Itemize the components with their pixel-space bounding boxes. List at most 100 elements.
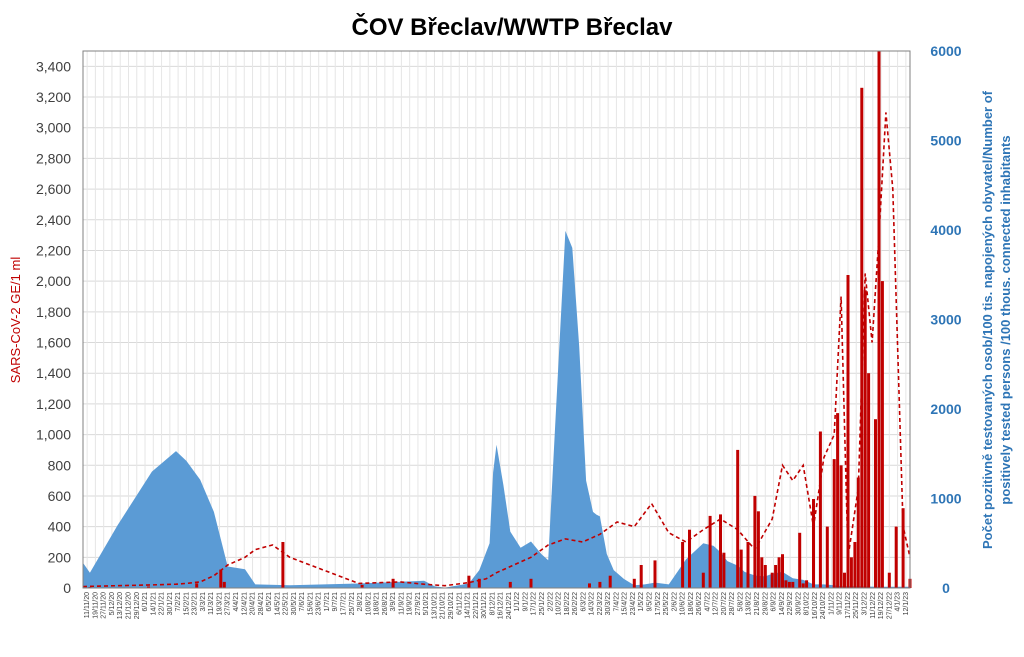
x-tick-label: 25/11/22 [853, 592, 860, 619]
bar-series [88, 51, 912, 589]
chart-title: ČOV Břeclav/WWTP Břeclav [351, 13, 673, 41]
x-tick-label: 3/9/21 [390, 592, 397, 612]
x-tick-label: 24/12/21 [506, 592, 513, 619]
bar [608, 575, 612, 588]
x-tick-label: 19/11/20 [92, 592, 99, 619]
x-tick-label: 25/5/22 [663, 592, 670, 615]
x-tick-label: 25/7/21 [349, 592, 356, 615]
area-series [83, 230, 910, 588]
bar [901, 508, 905, 588]
x-tick-label: 6/5/21 [266, 592, 273, 612]
x-tick-label: 7/4/22 [613, 592, 620, 612]
x-tick-label: 30/11/21 [481, 592, 488, 619]
bar [781, 554, 784, 588]
left-tick-label: 2,800 [36, 150, 71, 166]
x-tick-label: 14/11/21 [465, 592, 472, 619]
left-tick-label: 2,600 [36, 181, 71, 197]
x-tick-label: 17/5/22 [655, 592, 662, 615]
right-axis-label-line1: Počet pozitivně testovaných osob/100 tis… [980, 90, 995, 549]
x-tick-label: 7/6/21 [299, 592, 306, 612]
x-tick-label: 5/12/20 [109, 592, 116, 615]
x-tick-label: 7/2/21 [175, 592, 182, 612]
bar [688, 529, 691, 588]
left-tick-label: 3,200 [36, 89, 71, 105]
trend-line [82, 112, 911, 588]
left-tick-label: 3,000 [36, 120, 71, 136]
x-tick-label: 11/3/21 [208, 592, 215, 615]
right-tick-label: 6000 [930, 43, 961, 59]
x-tick-label: 30/3/22 [605, 592, 612, 615]
bar [801, 583, 805, 588]
x-tick-label: 6/11/21 [456, 592, 463, 615]
x-tick-label: 12/1/23 [903, 592, 910, 615]
x-tick-label: 29/12/20 [134, 592, 141, 619]
x-tick-label: 27/12/22 [886, 592, 893, 619]
left-tick-label: 1,400 [36, 365, 71, 381]
bar [853, 542, 857, 588]
left-tick-label: 1,800 [36, 304, 71, 320]
x-tick-label: 11/11/20 [84, 592, 91, 618]
bar [147, 586, 150, 588]
bar [777, 557, 781, 588]
x-tick-label: 4/7/22 [704, 592, 711, 612]
bar [632, 578, 636, 588]
left-tick-label: 0 [63, 580, 71, 596]
right-tick-label: 0 [942, 580, 950, 596]
x-tick-label: 26/2/22 [572, 592, 579, 615]
bar [877, 51, 881, 588]
bar [774, 565, 778, 588]
left-tick-label: 1,200 [36, 396, 71, 412]
left-tick-label: 2,000 [36, 273, 71, 289]
x-tick-label: 6/9/22 [771, 592, 778, 612]
bar [222, 581, 226, 588]
x-tick-label: 23/6/21 [316, 592, 323, 615]
x-tick-label: 12/4/21 [241, 592, 248, 615]
bar [874, 419, 877, 588]
x-tick-label: 14/5/21 [274, 592, 281, 615]
left-tick-label: 2,400 [36, 212, 71, 228]
x-tick-label: 20/4/21 [250, 592, 257, 615]
x-tick-label: 21/12/20 [125, 592, 132, 619]
left-tick-label: 400 [48, 519, 72, 535]
x-tick-label: 19/9/21 [407, 592, 414, 615]
bar [791, 581, 795, 588]
bar [760, 557, 764, 588]
x-tick-label: 28/7/22 [729, 592, 736, 615]
bar [798, 532, 802, 588]
bar [477, 578, 481, 588]
left-tick-label: 1,000 [36, 427, 71, 443]
right-tick-label: 2000 [930, 401, 961, 417]
x-tick-label: 11/12/22 [870, 592, 877, 619]
x-tick-label: 23/4/22 [630, 592, 637, 615]
x-tick-label: 14/9/22 [779, 592, 786, 615]
x-tick-label: 8/10/22 [804, 592, 811, 615]
bar [391, 578, 395, 588]
area-series-shape [83, 230, 910, 588]
x-tick-label: 1/5/22 [638, 592, 645, 612]
bar [508, 581, 512, 588]
x-tick-label: 9/1/22 [522, 592, 529, 612]
x-tick-label: 26/6/22 [696, 592, 703, 615]
bar [867, 373, 871, 588]
grid [83, 51, 910, 589]
bar [588, 583, 591, 588]
x-tick-label: 29/10/21 [448, 592, 455, 619]
bar [529, 578, 533, 588]
bar [195, 583, 199, 588]
bar [719, 514, 722, 588]
x-tick-label: 11/9/21 [398, 592, 405, 615]
bar [360, 584, 364, 588]
bar [736, 449, 740, 588]
bar [653, 560, 657, 588]
bar [701, 572, 705, 588]
x-tick-label: 30/5/21 [291, 592, 298, 615]
x-tick-label: 14/3/22 [589, 592, 596, 615]
x-tick-label: 30/9/22 [795, 592, 802, 615]
x-tick-label: 19/12/22 [878, 592, 885, 619]
bar [753, 495, 757, 588]
bar [770, 572, 774, 588]
x-tick-label: 9/7/21 [332, 592, 339, 612]
bar [708, 515, 712, 588]
x-tick-label: 25/1/22 [539, 592, 546, 615]
